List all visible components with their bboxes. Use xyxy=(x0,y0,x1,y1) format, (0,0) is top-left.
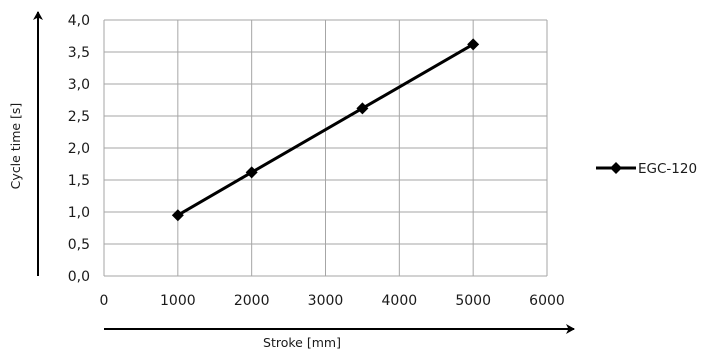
y-tick-label: 3,5 xyxy=(68,45,90,61)
series-layer xyxy=(171,38,480,222)
y-tick-label: 3,0 xyxy=(68,77,90,93)
x-tick-label: 0 xyxy=(100,293,109,309)
x-tick-label: 3000 xyxy=(308,293,344,309)
x-tick-label: 4000 xyxy=(382,293,418,309)
x-tick-label: 1000 xyxy=(160,293,196,309)
y-tick-label: 1,5 xyxy=(68,173,90,189)
y-tick-label: 4,0 xyxy=(68,13,90,29)
legend-diamond-marker xyxy=(610,162,622,174)
y-tick-label: 0,0 xyxy=(68,269,90,285)
data-point-marker xyxy=(467,38,480,51)
data-point-marker xyxy=(171,209,184,222)
legend: EGC-120 xyxy=(596,161,697,177)
y-axis-title: Cycle time [s] xyxy=(8,103,23,190)
y-tick-label: 2,5 xyxy=(68,109,90,125)
legend-label: EGC-120 xyxy=(638,161,697,177)
x-axis-title: Stroke [mm] xyxy=(263,335,341,350)
y-tick-label: 0,5 xyxy=(68,237,90,253)
y-tick-label: 1,0 xyxy=(68,205,90,221)
x-tick-label: 6000 xyxy=(529,293,565,309)
x-tick-label: 2000 xyxy=(234,293,270,309)
x-tick-labels: 0 1000 2000 3000 4000 5000 6000 xyxy=(100,293,565,309)
y-tick-labels: 0,0 0,5 1,0 1,5 2,0 2,5 3,0 3,5 4,0 xyxy=(68,13,90,285)
y-tick-label: 2,0 xyxy=(68,141,90,157)
series-line xyxy=(177,43,474,217)
data-point-marker xyxy=(356,102,369,115)
grid xyxy=(103,19,548,277)
x-tick-label: 5000 xyxy=(455,293,491,309)
data-point-marker xyxy=(245,166,258,179)
